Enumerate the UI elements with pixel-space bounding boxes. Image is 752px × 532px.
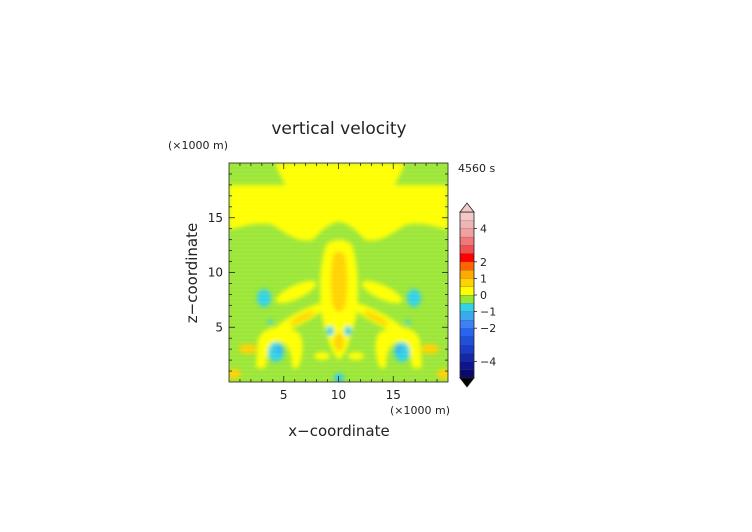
colorbar-tick-label: 1: [480, 272, 487, 285]
field-bottom-right-orange: [437, 369, 448, 379]
y-axis: 5 10 15: [208, 173, 448, 372]
field-lower-left-arc: [256, 327, 303, 368]
y-tick-label: 5: [215, 320, 223, 334]
field-center-right-negative: [344, 326, 352, 336]
field-bottom-left-orange: [229, 369, 241, 379]
colorbar-segment: [460, 245, 474, 254]
field-shading-lines: [229, 165, 448, 379]
field-right-lower-negative-cell: [394, 342, 410, 362]
colorbar: 4 2 1 0 −1 −2 −4: [459, 202, 496, 388]
y-axis-title: z−coordinate: [183, 223, 201, 323]
x-tick-label: 10: [331, 388, 346, 402]
colorbar-segment: [460, 353, 474, 362]
colorbar-segment: [460, 286, 474, 295]
colorbar-segment: [460, 212, 474, 221]
field-left-negative-cell: [257, 289, 271, 307]
colorbar-segment: [460, 220, 474, 229]
x-unit-label: (×1000 m): [390, 404, 450, 417]
time-label: 4560 s: [458, 162, 495, 175]
field-center-bottom-core: [337, 378, 341, 382]
field-lower-right-arc: [375, 327, 422, 368]
colorbar-segment: [460, 261, 474, 271]
colorbar-segment: [460, 303, 474, 312]
colorbar-segment: [460, 369, 474, 378]
y-unit-label: (×1000 m): [168, 139, 228, 152]
field-right-lower-negative-core: [396, 346, 402, 354]
colorbar-extend-max: [459, 202, 475, 213]
y-tick-label: 15: [208, 211, 223, 225]
field-central-column-core: [330, 251, 348, 312]
chart-title: vertical velocity: [271, 119, 406, 139]
colorbar-segment: [460, 253, 474, 262]
colorbar-segment: [460, 328, 474, 337]
field-lower-left-orange: [239, 344, 257, 354]
colorbar-segment: [460, 319, 474, 329]
colorbar-segment: [460, 278, 474, 287]
colorbar-tick-label: 4: [480, 223, 487, 236]
field-left-lower-negative-core: [276, 346, 282, 354]
field-right-upper-arc: [361, 280, 403, 304]
colorbar-tick-label: −4: [480, 355, 496, 368]
field-center-bottom-negative: [334, 373, 344, 382]
contour-field: [229, 163, 448, 382]
y-tick-label: 10: [208, 266, 223, 280]
field-mid-positive-sheet: [229, 185, 448, 241]
colorbar-tick-label: 0: [480, 289, 487, 302]
field-left-small-negative: [267, 320, 273, 324]
x-axis: 5 10 15: [239, 163, 438, 402]
colorbar-segment: [460, 236, 474, 246]
field-right-negative-cell: [407, 289, 421, 307]
x-tick-label: 15: [386, 388, 401, 402]
colorbar-segment: [460, 295, 474, 304]
colorbar-segment: [460, 311, 474, 320]
field-center-lower-arc-left: [314, 352, 330, 360]
colorbar-segment: [460, 270, 474, 279]
colorbar-segment: [460, 228, 474, 237]
field-right-diagonal-core: [363, 310, 389, 326]
x-axis-title: x−coordinate: [288, 422, 389, 440]
colorbar-extend-min: [459, 377, 475, 388]
field-right-small-negative: [405, 320, 411, 324]
colorbar-tick-label: 2: [480, 256, 487, 269]
colorbar-segment: [460, 361, 474, 370]
colorbar-segment: [460, 336, 474, 345]
field-center-lower-core: [334, 333, 344, 351]
colorbar-tick-label: −1: [480, 306, 496, 319]
colorbar-segment: [460, 344, 474, 354]
field-left-lower-negative-cell: [268, 342, 284, 362]
field-lower-right-orange: [421, 344, 439, 354]
colorbar-tick-label: −2: [480, 322, 496, 335]
field-center-left-negative: [326, 326, 334, 336]
field-left-upper-arc: [275, 280, 317, 304]
field-center-lower-arc-right: [348, 352, 364, 360]
x-tick-label: 5: [280, 388, 288, 402]
field-left-diagonal-core: [289, 310, 315, 326]
